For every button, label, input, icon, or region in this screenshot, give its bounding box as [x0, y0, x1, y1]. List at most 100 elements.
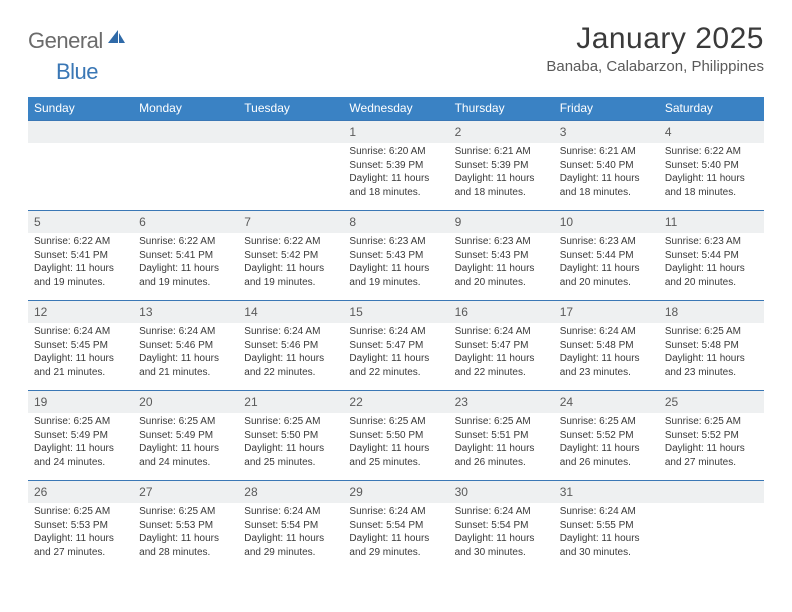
day-number-bar: 28 — [238, 481, 343, 503]
day-number-bar: 25 — [659, 391, 764, 413]
day-number: 22 — [349, 395, 362, 409]
day-info: Sunrise: 6:24 AMSunset: 5:47 PMDaylight:… — [453, 325, 550, 379]
day-number-bar: 5 — [28, 211, 133, 233]
weekday-header: Saturday — [659, 97, 764, 121]
brand-part1: General — [28, 28, 103, 54]
day-number-bar: 2 — [449, 121, 554, 143]
weekday-header: Sunday — [28, 97, 133, 121]
day-number-bar: 20 — [133, 391, 238, 413]
day-cell: 18 Sunrise: 6:25 AMSunset: 5:48 PMDayligh… — [659, 301, 764, 391]
day-number: 6 — [139, 215, 146, 229]
day-cell: 11 Sunrise: 6:23 AMSunset: 5:44 PMDayligh… — [659, 211, 764, 301]
day-cell: 8Sunrise: 6:23 AMSunset: 5:43 PMDaylight… — [343, 211, 448, 301]
brand-sail-icon — [106, 28, 126, 51]
day-number: 24 — [560, 395, 573, 409]
day-info: Sunrise: 6:25 AMSunset: 5:52 PMDaylight:… — [558, 415, 655, 469]
day-number-bar: 26 — [28, 481, 133, 503]
day-number-bar: 22 — [343, 391, 448, 413]
day-number: 10 — [560, 215, 573, 229]
day-number: 23 — [455, 395, 468, 409]
day-info: Sunrise: 6:20 AMSunset: 5:39 PMDaylight:… — [347, 145, 444, 199]
day-info: Sunrise: 6:25 AMSunset: 5:52 PMDaylight:… — [663, 415, 760, 469]
day-number-bar: 27 — [133, 481, 238, 503]
calendar-week-row: 26 Sunrise: 6:25 AMSunset: 5:53 PMDayligh… — [28, 481, 764, 571]
day-number-bar: 16 — [449, 301, 554, 323]
day-number: 27 — [139, 485, 152, 499]
location-label: Banaba, Calabarzon, Philippines — [546, 58, 764, 75]
weekday-header: Wednesday — [343, 97, 448, 121]
day-info: Sunrise: 6:25 AMSunset: 5:50 PMDaylight:… — [242, 415, 339, 469]
day-cell: 1Sunrise: 6:20 AMSunset: 5:39 PMDaylight… — [343, 121, 448, 211]
day-info: Sunrise: 6:24 AMSunset: 5:54 PMDaylight:… — [242, 505, 339, 559]
day-number: 8 — [349, 215, 356, 229]
day-number-bar: 29 — [343, 481, 448, 503]
day-number: 31 — [560, 485, 573, 499]
calendar-week-row: 5 Sunrise: 6:22 AMSunset: 5:41 PMDaylight… — [28, 211, 764, 301]
day-cell: 22Sunrise: 6:25 AMSunset: 5:50 PMDayligh… — [343, 391, 448, 481]
day-number-bar: 30 — [449, 481, 554, 503]
day-number: 11 — [665, 215, 677, 229]
day-info: Sunrise: 6:23 AMSunset: 5:44 PMDaylight:… — [558, 235, 655, 289]
empty-day-cell — [659, 481, 764, 571]
day-info: Sunrise: 6:25 AMSunset: 5:53 PMDaylight:… — [32, 505, 129, 559]
day-cell: 23Sunrise: 6:25 AMSunset: 5:51 PMDayligh… — [449, 391, 554, 481]
day-cell: 17Sunrise: 6:24 AMSunset: 5:48 PMDayligh… — [554, 301, 659, 391]
day-cell: 7 Sunrise: 6:22 AMSunset: 5:42 PMDaylight… — [238, 211, 343, 301]
day-number: 30 — [455, 485, 468, 499]
brand-part2: Blue — [56, 59, 98, 85]
day-cell: 9Sunrise: 6:23 AMSunset: 5:43 PMDaylight… — [449, 211, 554, 301]
day-number: 5 — [34, 215, 41, 229]
weekday-header: Tuesday — [238, 97, 343, 121]
day-number-bar: 13 — [133, 301, 238, 323]
day-cell: 27Sunrise: 6:25 AMSunset: 5:53 PMDayligh… — [133, 481, 238, 571]
day-info: Sunrise: 6:22 AMSunset: 5:41 PMDaylight:… — [32, 235, 129, 289]
day-number: 7 — [244, 215, 251, 229]
day-number-bar: 23 — [449, 391, 554, 413]
day-number: 4 — [665, 125, 672, 139]
day-cell: 29Sunrise: 6:24 AMSunset: 5:54 PMDayligh… — [343, 481, 448, 571]
day-number-bar: 1 — [343, 121, 448, 143]
day-number: 28 — [244, 485, 257, 499]
day-cell: 12Sunrise: 6:24 AMSunset: 5:45 PMDayligh… — [28, 301, 133, 391]
day-number-bar: 19 — [28, 391, 133, 413]
day-number: 29 — [349, 485, 362, 499]
day-info: Sunrise: 6:24 AMSunset: 5:45 PMDaylight:… — [32, 325, 129, 379]
day-cell: 6Sunrise: 6:22 AMSunset: 5:41 PMDaylight… — [133, 211, 238, 301]
calendar-week-row: 19 Sunrise: 6:25 AMSunset: 5:49 PMDayligh… — [28, 391, 764, 481]
brand-logo: General — [28, 28, 126, 54]
day-number: 15 — [349, 305, 362, 319]
day-number: 25 — [665, 395, 678, 409]
day-number-bar: 11 — [659, 211, 764, 233]
weekday-header: Thursday — [449, 97, 554, 121]
day-info: Sunrise: 6:22 AMSunset: 5:40 PMDaylight:… — [663, 145, 760, 199]
day-info: Sunrise: 6:24 AMSunset: 5:47 PMDaylight:… — [347, 325, 444, 379]
day-info: Sunrise: 6:25 AMSunset: 5:48 PMDaylight:… — [663, 325, 760, 379]
day-cell: 24 Sunrise: 6:25 AMSunset: 5:52 PMDayligh… — [554, 391, 659, 481]
day-number-bar: 24 — [554, 391, 659, 413]
day-info: Sunrise: 6:23 AMSunset: 5:44 PMDaylight:… — [663, 235, 760, 289]
day-cell: 4 Sunrise: 6:22 AMSunset: 5:40 PMDaylight… — [659, 121, 764, 211]
day-number: 19 — [34, 395, 47, 409]
day-number: 26 — [34, 485, 47, 499]
day-cell: 15 Sunrise: 6:24 AMSunset: 5:47 PMDayligh… — [343, 301, 448, 391]
day-info: Sunrise: 6:24 AMSunset: 5:54 PMDaylight:… — [453, 505, 550, 559]
day-number: 14 — [244, 305, 257, 319]
empty-day-cell — [238, 121, 343, 211]
day-cell: 14Sunrise: 6:24 AMSunset: 5:46 PMDayligh… — [238, 301, 343, 391]
day-number: 18 — [665, 305, 678, 319]
day-number-bar: 21 — [238, 391, 343, 413]
day-info: Sunrise: 6:22 AMSunset: 5:42 PMDaylight:… — [242, 235, 339, 289]
empty-day-cell — [28, 121, 133, 211]
day-cell: 2Sunrise: 6:21 AMSunset: 5:39 PMDaylight… — [449, 121, 554, 211]
day-info: Sunrise: 6:25 AMSunset: 5:49 PMDaylight:… — [137, 415, 234, 469]
day-cell: 30 Sunrise: 6:24 AMSunset: 5:54 PMDayligh… — [449, 481, 554, 571]
day-number-bar: 14 — [238, 301, 343, 323]
day-number-bar: 4 — [659, 121, 764, 143]
day-number: 16 — [455, 305, 468, 319]
day-info: Sunrise: 6:25 AMSunset: 5:49 PMDaylight:… — [32, 415, 129, 469]
day-number: 20 — [139, 395, 152, 409]
month-title: January 2025 — [546, 22, 764, 56]
day-number-bar: 15 — [343, 301, 448, 323]
empty-day-cell — [133, 121, 238, 211]
day-cell: 13Sunrise: 6:24 AMSunset: 5:46 PMDayligh… — [133, 301, 238, 391]
